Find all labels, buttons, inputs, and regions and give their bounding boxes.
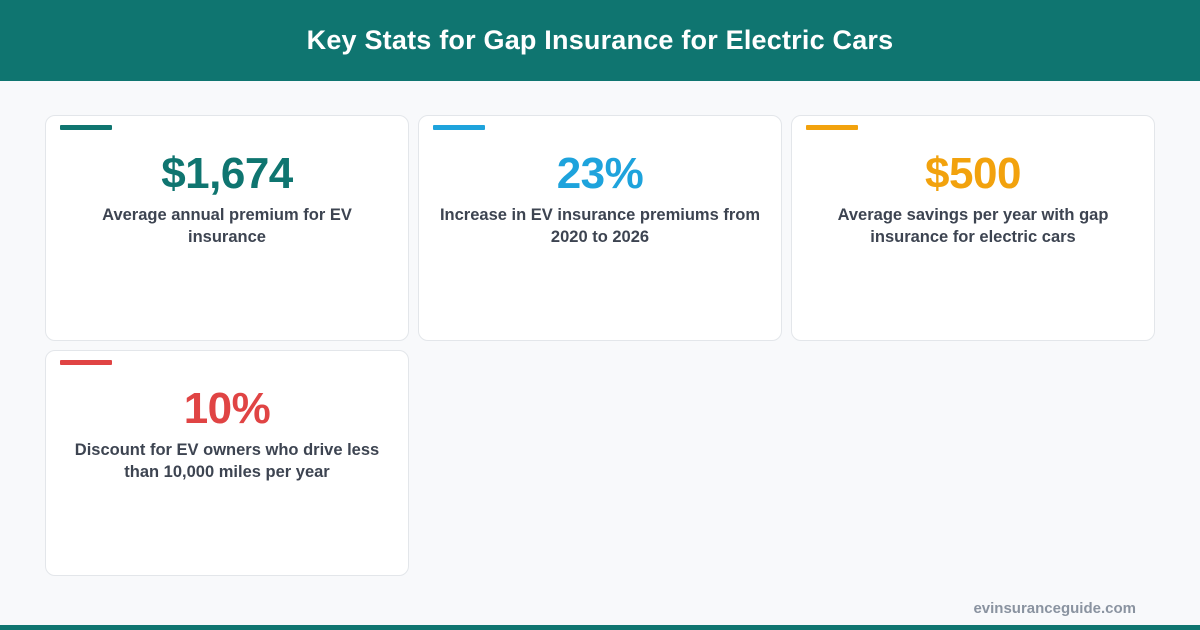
card-accent-bar bbox=[60, 360, 112, 365]
stat-card-average-savings: $500 Average savings per year with gap i… bbox=[791, 115, 1155, 341]
stat-description: Average annual premium for EV insurance bbox=[102, 206, 352, 246]
header-banner: Key Stats for Gap Insurance for Electric… bbox=[0, 0, 1200, 81]
page-title: Key Stats for Gap Insurance for Electric… bbox=[306, 25, 894, 55]
stat-value: $1,674 bbox=[161, 149, 293, 198]
stat-card-annual-premium: $1,674 Average annual premium for EV ins… bbox=[45, 115, 409, 341]
card-accent-bar bbox=[806, 125, 858, 130]
stat-description: Increase in EV insurance premiums from 2… bbox=[439, 206, 761, 246]
stat-description: Average savings per year with gap insura… bbox=[837, 206, 1109, 246]
stat-value: 23% bbox=[556, 149, 644, 198]
bottom-accent-bar bbox=[0, 625, 1200, 630]
site-url: evinsuranceguide.com bbox=[973, 600, 1136, 617]
stat-value: $500 bbox=[925, 149, 1021, 198]
stat-card-low-mileage-discount: 10% Discount for EV owners who drive les… bbox=[45, 350, 409, 576]
stat-value: 10% bbox=[183, 384, 271, 433]
stat-card-premium-increase: 23% Increase in EV insurance premiums fr… bbox=[418, 115, 782, 341]
card-accent-bar bbox=[60, 125, 112, 130]
card-accent-bar bbox=[433, 125, 485, 130]
stat-description: Discount for EV owners who drive less th… bbox=[74, 441, 380, 481]
